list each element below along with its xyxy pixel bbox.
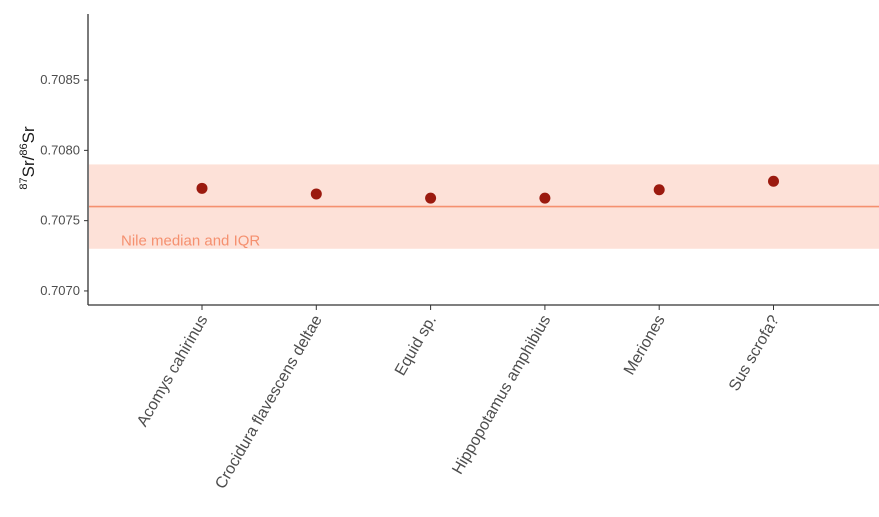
data-point	[768, 175, 779, 187]
x-tick-label: Crocidura flavescens deltae	[212, 312, 325, 492]
x-tick-label: Acomys cahirinus	[134, 313, 211, 430]
band-annotation: Nile median and IQR	[121, 233, 260, 250]
y-axis-title: 87Sr/86Sr	[18, 126, 38, 190]
data-points	[196, 175, 779, 204]
y-title-sup2: 86	[18, 143, 30, 155]
x-axis-ticks: Acomys cahirinus Crocidura flavescens del…	[134, 305, 783, 492]
data-point	[310, 188, 322, 200]
y-tick-label: 0.7075	[40, 213, 80, 228]
x-tick-label: Meriones	[621, 313, 669, 378]
y-axis-ticks: 0.7070 0.7075 0.7080 0.7085	[40, 72, 88, 298]
x-tick-label: Equid sp.	[392, 313, 440, 379]
y-title-base1: Sr/	[19, 155, 38, 177]
x-tick-label: Hippopotamus amphibius	[449, 313, 554, 478]
data-point	[425, 192, 437, 204]
data-point	[653, 184, 665, 196]
data-point	[196, 182, 208, 194]
y-tick-label: 0.7085	[40, 72, 80, 87]
y-tick-label: 0.7080	[40, 142, 80, 157]
y-title-sup1: 87	[18, 177, 30, 189]
x-tick-label: Sus scrofa?	[726, 312, 783, 394]
y-tick-label: 0.7070	[40, 283, 80, 298]
y-title-base2: Sr	[19, 126, 38, 143]
data-point	[539, 192, 551, 204]
